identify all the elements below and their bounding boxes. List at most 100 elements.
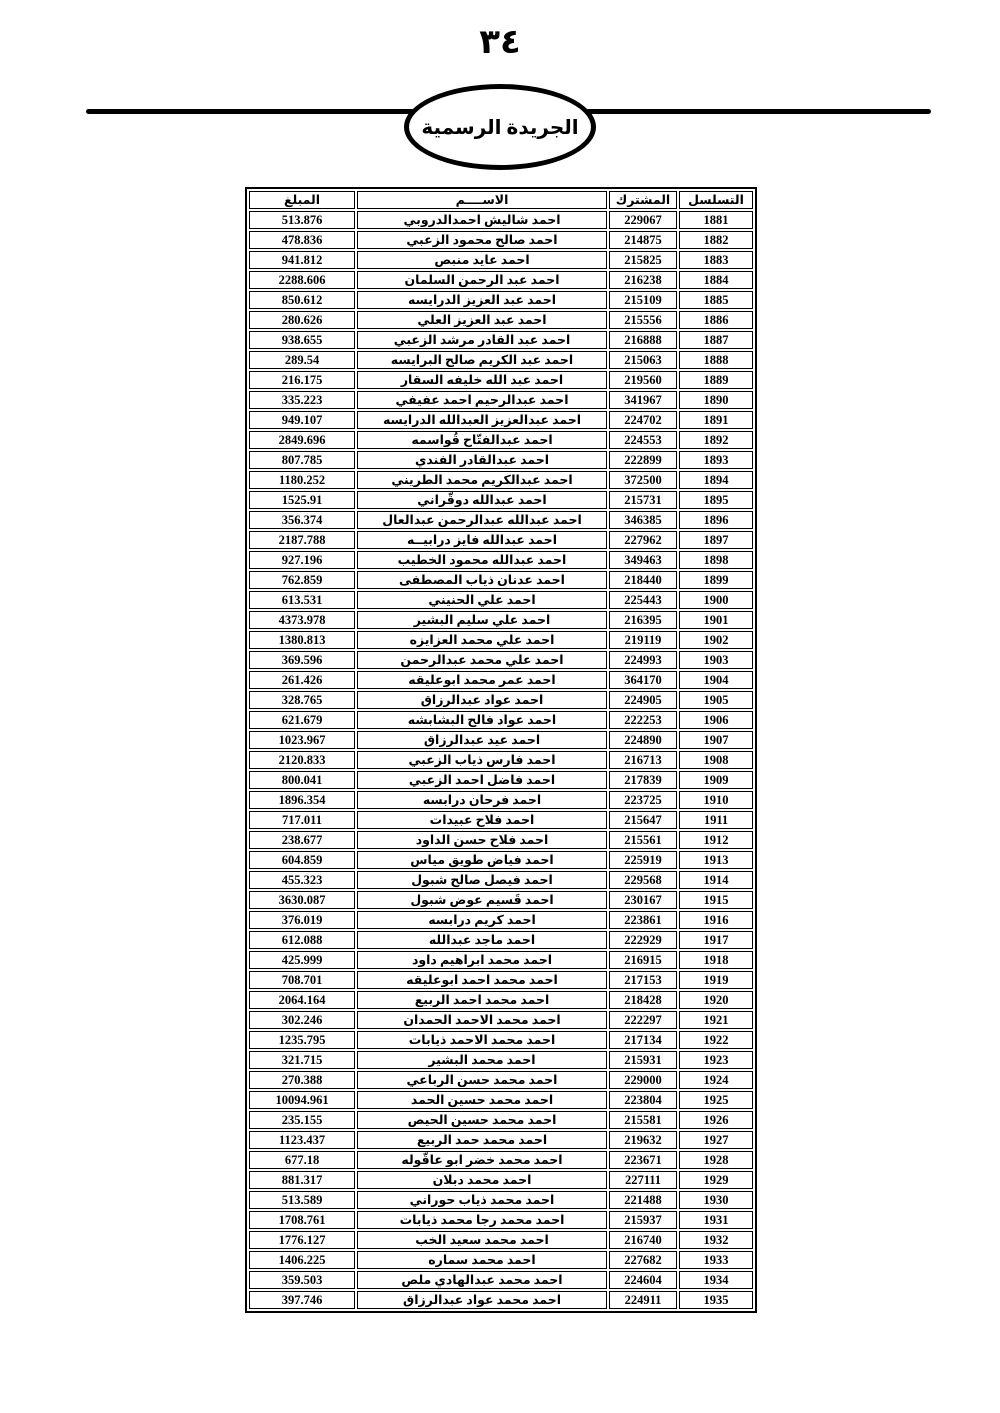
- serial-cell: 1896: [679, 511, 753, 529]
- subscriber-cell: 214875: [609, 231, 677, 249]
- amount-cell: 1123.437: [249, 1131, 355, 1149]
- serial-cell: 1882: [679, 231, 753, 249]
- subscriber-cell: 222297: [609, 1011, 677, 1029]
- name-cell: احمد كريم درابسه: [357, 911, 607, 929]
- subscriber-cell: 222253: [609, 711, 677, 729]
- name-cell: احمد عبدالله فايز درابيــه: [357, 531, 607, 549]
- amount-cell: 949.107: [249, 411, 355, 429]
- name-cell: احمد فلاح حسن الداود: [357, 831, 607, 849]
- table-row: 1917 222929 احمد ماجد عبدالله 612.088: [249, 931, 753, 949]
- amount-cell: 621.679: [249, 711, 355, 729]
- subscriber-cell: 225919: [609, 851, 677, 869]
- subscriber-cell: 372500: [609, 471, 677, 489]
- subscriber-cell: 217134: [609, 1031, 677, 1049]
- serial-cell: 1906: [679, 711, 753, 729]
- name-cell: احمد عبد الكريم صالح البرايسه: [357, 351, 607, 369]
- name-cell: احمد محمد الاحمد ذيابات: [357, 1031, 607, 1049]
- table-row: 1932 216740 احمد محمد سعيد الخب 1776.127: [249, 1231, 753, 1249]
- serial-cell: 1927: [679, 1131, 753, 1149]
- name-cell: احمد محمد ابراهيم داود: [357, 951, 607, 969]
- table-row: 1910 223725 احمد فرحان درابسه 1896.354: [249, 791, 753, 809]
- amount-cell: 10094.961: [249, 1091, 355, 1109]
- table-row: 1930 221488 احمد محمد ذياب حوراني 513.589: [249, 1191, 753, 1209]
- amount-cell: 717.011: [249, 811, 355, 829]
- subscriber-cell: 341967: [609, 391, 677, 409]
- serial-cell: 1928: [679, 1151, 753, 1169]
- serial-cell: 1934: [679, 1271, 753, 1289]
- subscriber-cell: 221488: [609, 1191, 677, 1209]
- table-row: 1933 227682 احمد محمد سماره 1406.225: [249, 1251, 753, 1269]
- serial-cell: 1911: [679, 811, 753, 829]
- serial-cell: 1892: [679, 431, 753, 449]
- subscriber-cell: 222899: [609, 451, 677, 469]
- amount-cell: 216.175: [249, 371, 355, 389]
- serial-cell: 1924: [679, 1071, 753, 1089]
- serial-cell: 1909: [679, 771, 753, 789]
- amount-cell: 280.626: [249, 311, 355, 329]
- serial-cell: 1884: [679, 271, 753, 289]
- amount-cell: 604.859: [249, 851, 355, 869]
- name-cell: احمد عواد فالح البشابشه: [357, 711, 607, 729]
- serial-cell: 1891: [679, 411, 753, 429]
- table-row: 1915 230167 احمد قَسيم عوض شبول 3630.087: [249, 891, 753, 909]
- table-row: 1922 217134 احمد محمد الاحمد ذيابات 1235.79…: [249, 1031, 753, 1049]
- name-cell: احمد محمد عبدالهادي ملص: [357, 1271, 607, 1289]
- table-row: 1929 227111 احمد محمد دبلان 881.317: [249, 1171, 753, 1189]
- amount-cell: 1708.761: [249, 1211, 355, 1229]
- table-row: 1920 218428 احمد محمد احمد الربيع 2064.164: [249, 991, 753, 1009]
- name-cell: احمد محمد احمد ابوعليقه: [357, 971, 607, 989]
- table-row: 1908 216713 احمد فارس ذياب الزعبي 2120.833: [249, 751, 753, 769]
- table-row: 1923 215931 احمد محمد البشير 321.715: [249, 1051, 753, 1069]
- subscriber-cell: 224553: [609, 431, 677, 449]
- serial-cell: 1917: [679, 931, 753, 949]
- amount-cell: 1525.91: [249, 491, 355, 509]
- serial-cell: 1904: [679, 671, 753, 689]
- subscriber-cell: 229067: [609, 211, 677, 229]
- table-row: 1907 224890 احمد عيد عبدالرزاق 1023.967: [249, 731, 753, 749]
- table-row: 1931 215937 احمد محمد رجا محمد ذيابات 1708.…: [249, 1211, 753, 1229]
- subscriber-cell: 215731: [609, 491, 677, 509]
- serial-cell: 1881: [679, 211, 753, 229]
- serial-cell: 1885: [679, 291, 753, 309]
- subscriber-cell: 215937: [609, 1211, 677, 1229]
- amount-cell: 762.859: [249, 571, 355, 589]
- table-row: 1884 216238 احمد عبد الرحمن السلمان 2288.60…: [249, 271, 753, 289]
- name-cell: احمد فياض طويق مياس: [357, 851, 607, 869]
- name-cell: احمد علي محمد العزايزه: [357, 631, 607, 649]
- subscriber-cell: 223804: [609, 1091, 677, 1109]
- serial-cell: 1935: [679, 1291, 753, 1309]
- amount-cell: 1180.252: [249, 471, 355, 489]
- name-cell: احمد صالح محمود الزعبي: [357, 231, 607, 249]
- subscriber-cell: 215561: [609, 831, 677, 849]
- table-row: 1926 215581 احمد محمد حسين الحيص 235.155: [249, 1111, 753, 1129]
- table-row: 1909 217839 احمد فاضل احمد الزعبي 800.041: [249, 771, 753, 789]
- serial-cell: 1890: [679, 391, 753, 409]
- serial-cell: 1926: [679, 1111, 753, 1129]
- name-cell: احمد محمد حسين الحمد: [357, 1091, 607, 1109]
- amount-cell: 425.999: [249, 951, 355, 969]
- table-row: 1896 346385 احمد عبدالله عبدالرحمن عبدالعا…: [249, 511, 753, 529]
- amount-cell: 1406.225: [249, 1251, 355, 1269]
- name-cell: احمد علي الحنيني: [357, 591, 607, 609]
- amount-cell: 881.317: [249, 1171, 355, 1189]
- subscriber-cell: 216915: [609, 951, 677, 969]
- name-cell: احمد عبد الرحمن السلمان: [357, 271, 607, 289]
- amount-cell: 927.196: [249, 551, 355, 569]
- amount-cell: 1235.795: [249, 1031, 355, 1049]
- subscriber-cell: 346385: [609, 511, 677, 529]
- subscriber-cell: 216395: [609, 611, 677, 629]
- name-cell: احمد عبدالكريم محمد الطريني: [357, 471, 607, 489]
- page-number: ٣٤: [479, 22, 521, 62]
- serial-cell: 1914: [679, 871, 753, 889]
- subscriber-cell: 215647: [609, 811, 677, 829]
- amount-cell: 938.655: [249, 331, 355, 349]
- table-row: 1902 219119 احمد علي محمد العزايزه 1380.813: [249, 631, 753, 649]
- amount-cell: 455.323: [249, 871, 355, 889]
- amount-cell: 1896.354: [249, 791, 355, 809]
- amount-cell: 376.019: [249, 911, 355, 929]
- table-row: 1893 222899 احمد عبدالقادر الفندي 807.785: [249, 451, 753, 469]
- subscriber-cell: 224890: [609, 731, 677, 749]
- table-row: 1906 222253 احمد عواد فالح البشابشه 621.679: [249, 711, 753, 729]
- name-cell: احمد عبدالله دوقّراني: [357, 491, 607, 509]
